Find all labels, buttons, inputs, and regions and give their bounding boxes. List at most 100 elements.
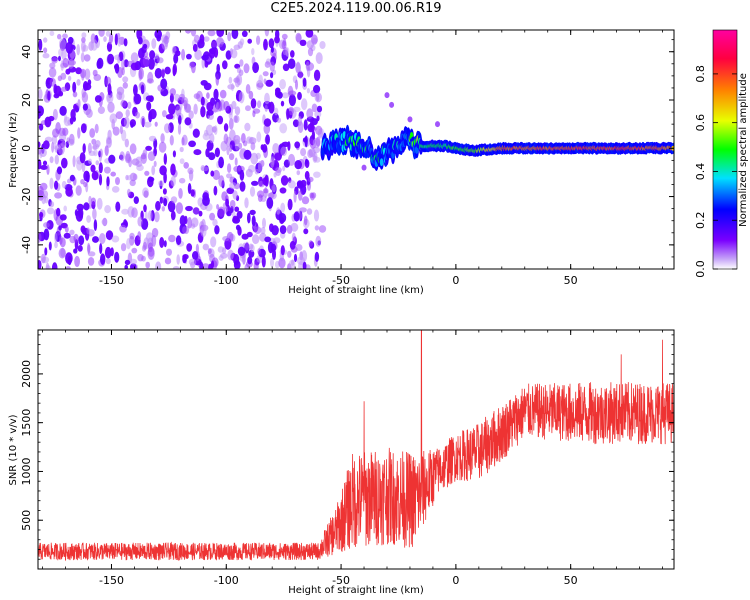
- heatmap-cell: [188, 169, 194, 182]
- heatmap-cell: [92, 236, 99, 243]
- heatmap-cell: [170, 163, 176, 176]
- heatmap-cell: [188, 140, 197, 148]
- heatmap-cell: [96, 59, 102, 69]
- heatmap-cell: [83, 54, 91, 62]
- heatmap-cell: [94, 95, 102, 103]
- heatmap-cell: [301, 98, 308, 111]
- heatmap-cell: [63, 232, 71, 239]
- heatmap-cell: [205, 124, 214, 136]
- heatmap-cell: [39, 182, 48, 191]
- heatmap-cell: [279, 187, 287, 194]
- heatmap-cell: [132, 173, 138, 181]
- heatmap-cell: [160, 78, 168, 90]
- heatmap-cell: [160, 133, 165, 144]
- heatmap-cell: [290, 222, 299, 232]
- heatmap-cell: [203, 36, 210, 42]
- heatmap-cell: [297, 256, 305, 266]
- heatmap-cell: [273, 237, 281, 244]
- heatmap-x-axis-label: Height of straight line (km): [288, 285, 424, 296]
- heatmap-cell: [241, 30, 248, 37]
- heatmap-cell: [80, 52, 85, 63]
- heatmap-cell: [252, 62, 259, 74]
- heatmap-cell: [212, 218, 218, 227]
- heatmap-cell: [170, 176, 176, 187]
- heatmap-cell: [103, 36, 107, 42]
- heatmap-cell: [223, 133, 229, 145]
- heatmap-cell: [296, 170, 301, 176]
- heatmap-cell: [295, 32, 302, 43]
- heatmap-cell: [295, 244, 303, 251]
- heatmap-cell: [209, 48, 216, 59]
- heatmap-cell: [182, 226, 187, 234]
- heatmap-cell: [305, 61, 310, 72]
- heatmap-cell: [126, 238, 131, 250]
- heatmap-cell: [287, 198, 293, 211]
- heatmap-cell: [266, 197, 274, 209]
- heatmap-cell: [247, 256, 253, 265]
- heatmap-cell: [217, 100, 223, 112]
- heatmap-cell: [67, 36, 74, 44]
- heatmap-cell: [65, 252, 73, 265]
- heatmap-cell: [82, 103, 88, 111]
- heatmap-cell: [244, 241, 250, 251]
- heatmap-cell: [107, 83, 112, 96]
- heatmap-cell: [225, 198, 230, 207]
- heatmap-cell: [104, 246, 112, 259]
- heatmap-cell: [131, 247, 138, 254]
- heatmap-cell: [264, 61, 271, 68]
- heatmap-cell: [192, 43, 198, 52]
- colorbar-ticks: 0.0 0.2 0.4 0.6 0.8: [694, 65, 737, 278]
- heatmap-cell: [130, 52, 139, 63]
- heatmap-cell: [222, 60, 228, 70]
- heatmap-cell: [87, 142, 92, 154]
- heatmap-cell: [314, 92, 322, 103]
- heatmap-cell: [92, 208, 97, 220]
- heatmap-cell: [235, 224, 241, 231]
- heatmap-cell: [299, 39, 307, 46]
- heatmap-cell: [87, 251, 96, 257]
- heatmap-cell: [133, 196, 139, 205]
- heatmap-cell: [316, 105, 323, 113]
- heatmap-cell: [158, 141, 167, 153]
- heatmap-cell: [262, 188, 269, 194]
- heatmap-cell: [72, 81, 77, 93]
- heatmap-cell: [126, 188, 131, 197]
- heatmap-cell: [147, 210, 153, 221]
- heatmap-cell: [96, 197, 103, 210]
- heatmap-cell: [145, 95, 154, 102]
- heatmap-cell: [270, 243, 277, 252]
- heatmap-cell: [155, 261, 162, 269]
- heatmap-cell: [206, 92, 210, 99]
- heatmap-cell: [72, 155, 76, 168]
- heatmap-cell: [236, 210, 243, 219]
- heatmap-cell: [253, 260, 259, 269]
- heatmap-cell: [81, 91, 89, 103]
- chart-title: C2E5.2024.119.00.06.R19: [270, 1, 442, 16]
- heatmap-cell: [166, 248, 172, 256]
- heatmap-cell: [256, 131, 262, 143]
- heatmap-cell: [232, 190, 238, 200]
- heatmap-cell: [234, 106, 241, 116]
- heatmap-cell: [278, 213, 287, 223]
- y-tick-label: 40: [20, 45, 33, 59]
- heatmap-cell: [88, 158, 92, 164]
- heatmap-cell: [124, 138, 129, 148]
- heatmap-cell: [317, 129, 324, 138]
- heatmap-cell: [206, 109, 214, 116]
- heatmap-cell: [263, 38, 268, 51]
- heatmap-cell: [59, 237, 66, 248]
- heatmap-cell: [130, 62, 139, 71]
- heatmap-cell: [435, 121, 441, 128]
- heatmap-cell: [72, 91, 78, 98]
- heatmap-panel: -150 -100 -50 0 50 -40 -20 0 20 40 Height of stra…: [8, 29, 675, 296]
- heatmap-cell: [158, 180, 165, 187]
- heatmap-cell: [161, 39, 169, 50]
- heatmap-cell: [268, 38, 275, 49]
- heatmap-cell: [108, 154, 116, 164]
- heatmap-cell: [173, 53, 179, 64]
- heatmap-cell: [38, 105, 44, 117]
- heatmap-cell: [54, 192, 63, 199]
- x-tick-label: -150: [99, 274, 124, 287]
- heatmap-cell: [154, 121, 158, 127]
- snr-frame: [37, 329, 675, 570]
